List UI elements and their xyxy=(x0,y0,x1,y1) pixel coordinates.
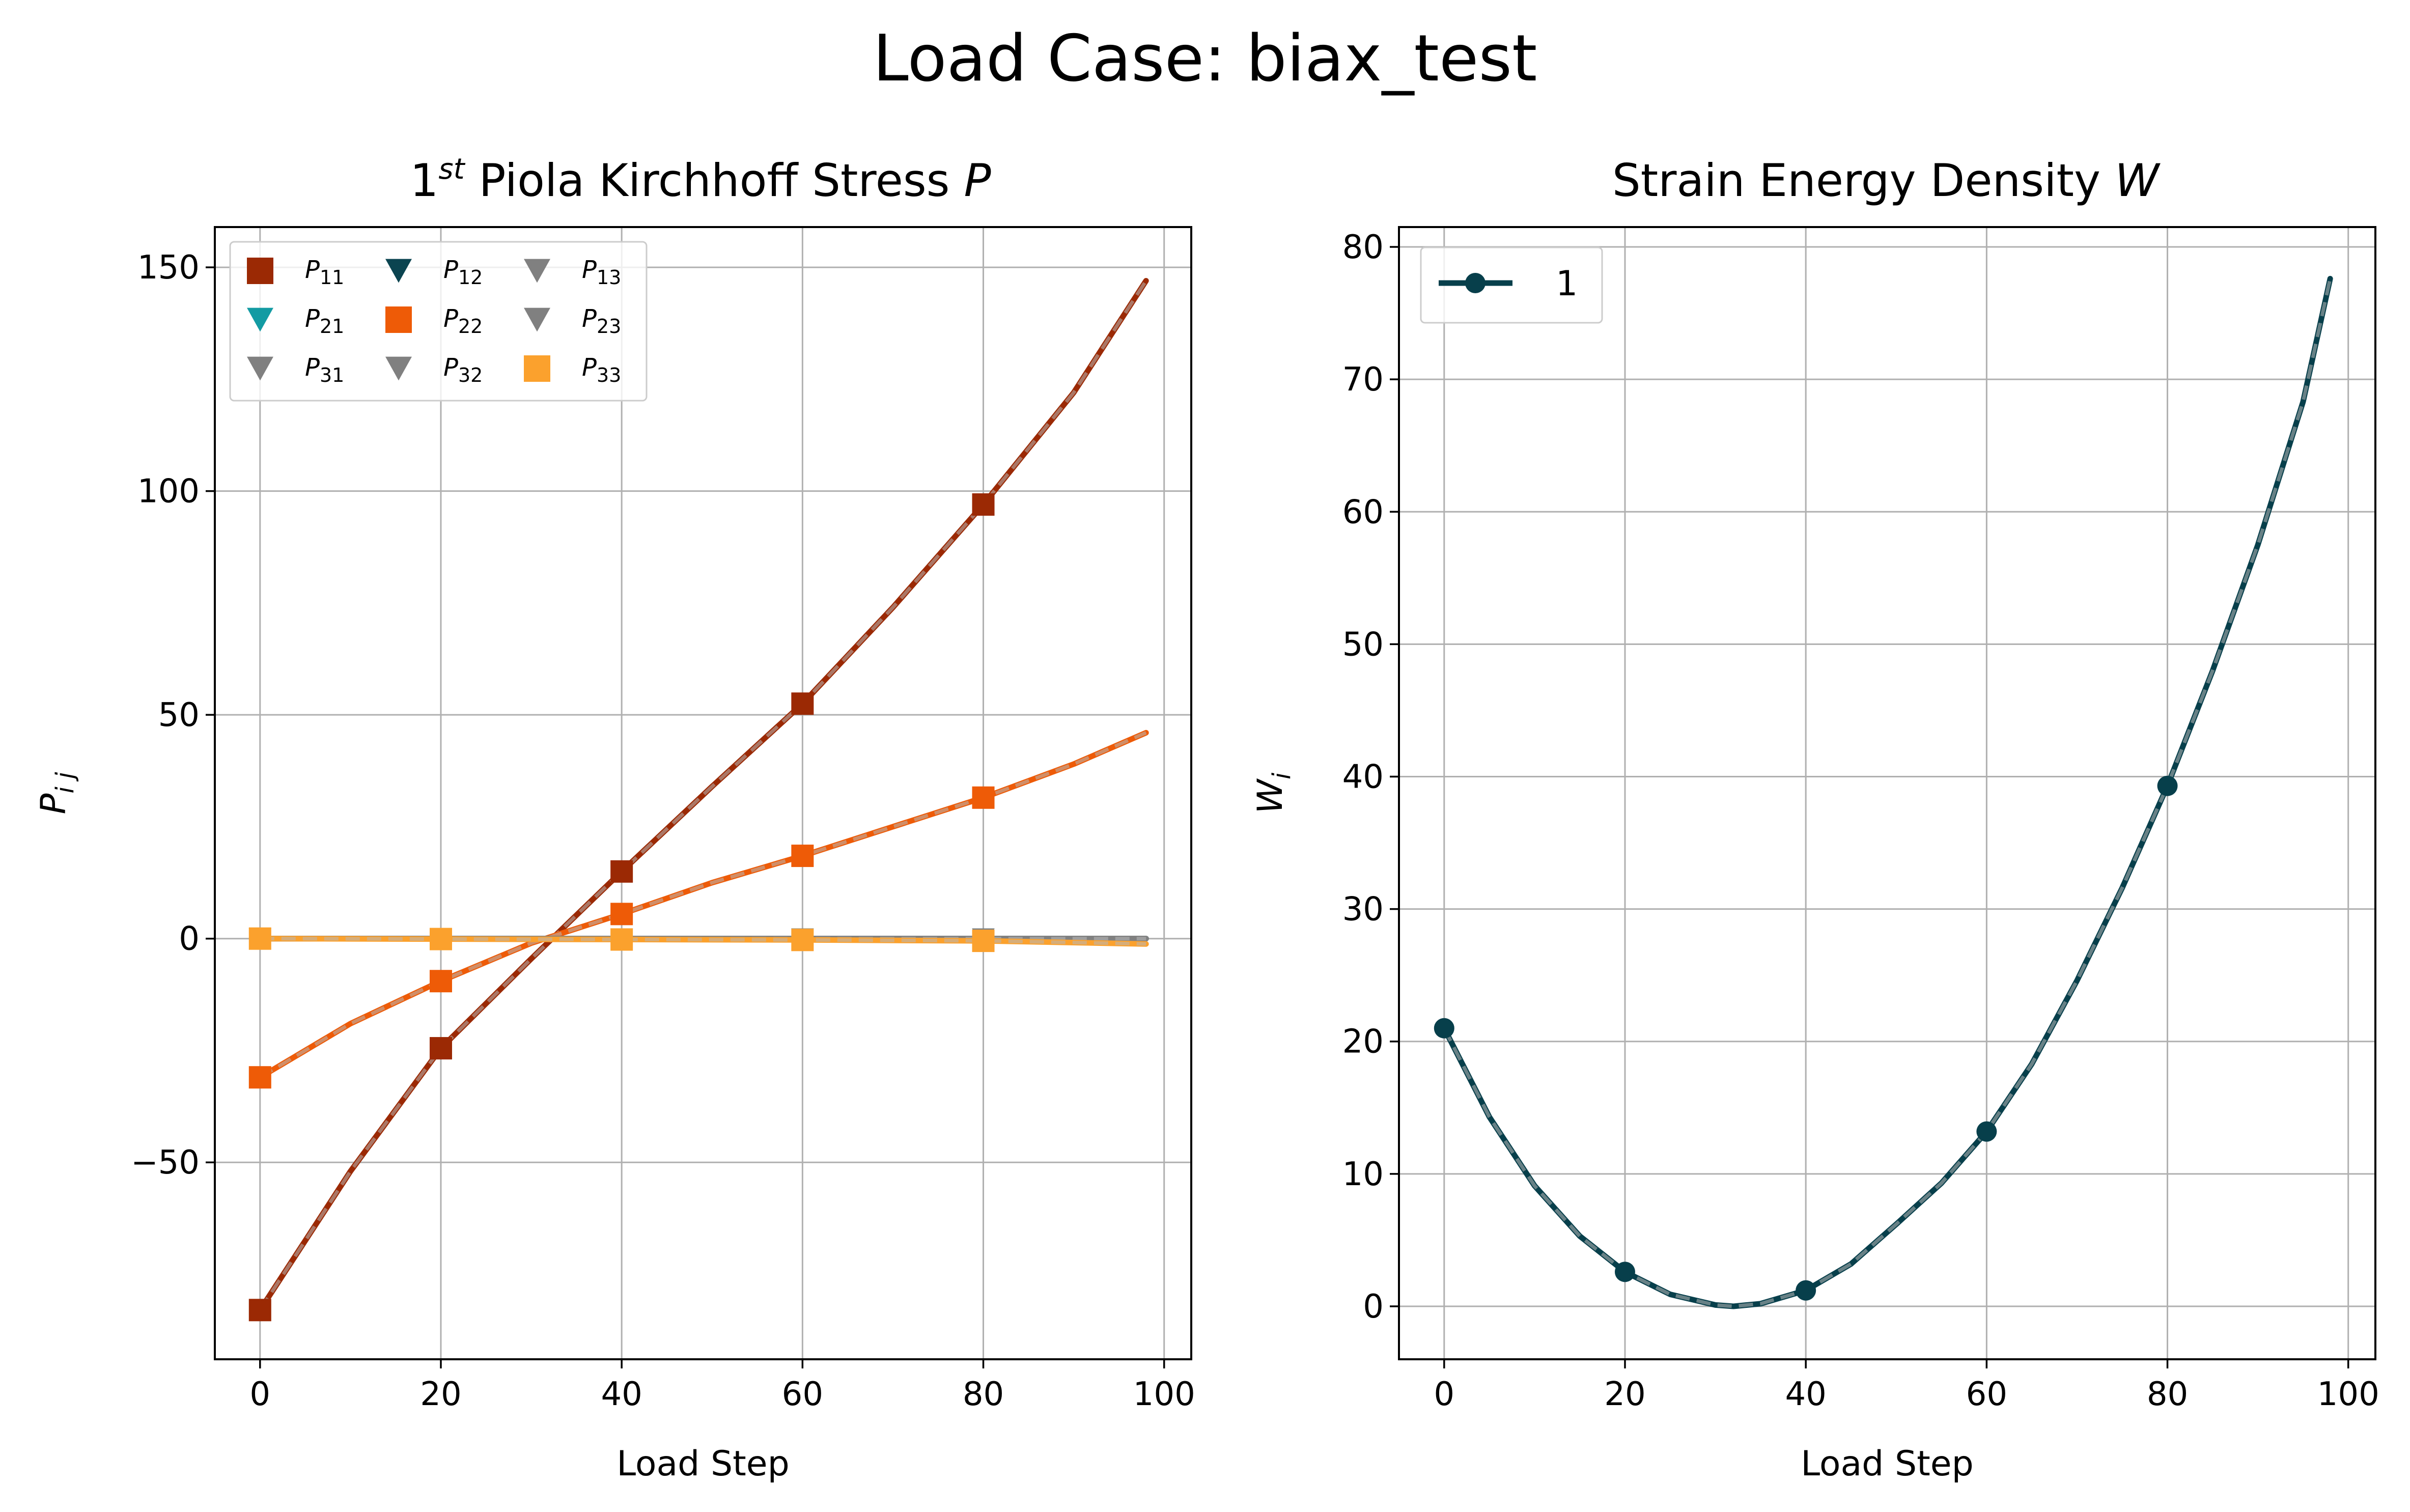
legend-marker-P11 xyxy=(247,258,273,284)
legend-label-P12: P12 xyxy=(443,256,483,289)
stress-series-layer xyxy=(248,278,1149,1322)
stress-xtick-label: 100 xyxy=(1133,1376,1195,1413)
stress-xtick-label: 0 xyxy=(249,1376,270,1413)
energy-xtick-label: 100 xyxy=(2317,1376,2379,1413)
legend-label-P32: P32 xyxy=(443,353,483,386)
energy-ytick-label: 30 xyxy=(1342,891,1384,929)
energy-xtick-label: 60 xyxy=(1966,1376,2007,1413)
stress-xtick-label: 40 xyxy=(601,1376,642,1413)
energy-ytick-label: 0 xyxy=(1363,1288,1384,1326)
stress-ylabel: Pi j xyxy=(34,772,79,815)
stress-ytick-label: −50 xyxy=(131,1144,200,1182)
energy-ticks: 0 20 40 60 80 100 0 10 20 30 40 50 60 70 80 xyxy=(1342,229,2379,1413)
legend-marker-P31 xyxy=(247,356,273,381)
series-overlay-P11 xyxy=(258,279,1148,1311)
series-marker-P22 xyxy=(429,970,452,993)
legend-label-W: 1 xyxy=(1556,264,1578,304)
legend-label-P21: P21 xyxy=(305,304,344,338)
series-marker-W xyxy=(2157,775,2178,796)
energy-xtick-label: 20 xyxy=(1604,1376,1645,1413)
series-marker-P22 xyxy=(248,1066,271,1089)
legend-label-P31: P31 xyxy=(305,353,344,386)
series-marker-P11 xyxy=(429,1037,452,1060)
energy-legend: 1 xyxy=(1420,246,1603,324)
series-marker-W xyxy=(1976,1121,1997,1142)
energy-legend-items: 1 xyxy=(1439,264,1578,304)
legend-label-P33: P33 xyxy=(582,353,621,386)
energy-ytick-label: 50 xyxy=(1342,626,1384,663)
series-marker-P33 xyxy=(248,927,271,950)
series-marker-P33 xyxy=(972,930,995,953)
series-marker-P33 xyxy=(791,929,814,951)
stress-title: 1st Piola Kirchhoff Stress P xyxy=(410,153,991,207)
energy-ytick-label: 20 xyxy=(1342,1023,1384,1061)
series-marker-P22 xyxy=(972,786,995,809)
legend-marker-P32 xyxy=(385,356,412,381)
series-marker-W xyxy=(1434,1018,1454,1039)
energy-ytick-label: 40 xyxy=(1342,758,1384,796)
series-marker-P11 xyxy=(791,692,814,715)
energy-xtick-label: 0 xyxy=(1434,1376,1454,1413)
legend-marker-P33 xyxy=(524,355,550,382)
figure-suptitle: Load Case: biax_test xyxy=(873,21,1537,96)
stress-plot-frame xyxy=(214,226,1192,1360)
stress-ytick-label: 100 xyxy=(137,473,200,511)
series-marker-P33 xyxy=(429,928,452,950)
series-marker-P11 xyxy=(248,1299,271,1322)
stress-ticks: 0 20 40 60 80 100 −50 0 50 100 150 xyxy=(131,249,1195,1413)
legend-marker-P13 xyxy=(524,259,550,283)
series-marker-P11 xyxy=(972,493,995,516)
series-overlay-P33 xyxy=(260,937,1146,946)
legend-marker-P23 xyxy=(524,307,550,332)
series-overlay-P22 xyxy=(259,731,1147,1079)
legend-marker-P21 xyxy=(247,307,273,332)
stress-legend-items: P11 P21 P31 P12 P22 P32 P13 P23 P33 xyxy=(247,256,621,386)
energy-ytick-label: 60 xyxy=(1342,493,1384,531)
series-marker-P33 xyxy=(610,928,633,951)
series-marker-W xyxy=(1614,1262,1635,1282)
energy-ylabel: Wi xyxy=(1250,772,1296,814)
series-marker-P22 xyxy=(791,845,814,867)
legend-label-P13: P13 xyxy=(582,256,621,289)
energy-ytick-label: 70 xyxy=(1342,361,1384,399)
legend-marker-P12 xyxy=(385,259,412,283)
legend-label-P22: P22 xyxy=(443,304,483,338)
stress-ytick-label: 150 xyxy=(137,249,200,287)
series-overlay-W xyxy=(1442,278,2332,1308)
energy-series-layer xyxy=(1434,275,2333,1309)
series-marker-P11 xyxy=(610,860,633,883)
legend-marker-P22 xyxy=(385,306,412,333)
legend-marker-W xyxy=(1465,273,1486,293)
stress-panel: 1st Piola Kirchhoff Stress P 0 20 40 60 80 10… xyxy=(34,153,1195,1484)
stress-xtick-label: 60 xyxy=(782,1376,823,1413)
energy-title: Strain Energy Density W xyxy=(1612,154,2161,207)
energy-plot-frame xyxy=(1398,226,2376,1360)
energy-xtick-label: 80 xyxy=(2147,1376,2188,1413)
energy-ytick-label: 80 xyxy=(1342,229,1384,266)
series-marker-P22 xyxy=(610,903,633,926)
stress-xtick-label: 80 xyxy=(963,1376,1004,1413)
legend-label-P23: P23 xyxy=(582,304,621,338)
energy-xlabel: Load Step xyxy=(1801,1444,1974,1484)
series-marker-W xyxy=(1796,1280,1816,1301)
stress-xlabel: Load Step xyxy=(616,1444,790,1484)
stress-ytick-label: 0 xyxy=(179,920,200,958)
energy-xtick-label: 40 xyxy=(1785,1376,1826,1413)
legend-label-P11: P11 xyxy=(305,256,344,289)
stress-legend: P11 P21 P31 P12 P22 P32 P13 P23 P33 xyxy=(229,241,648,402)
stress-ytick-label: 50 xyxy=(158,696,200,734)
energy-ytick-label: 10 xyxy=(1342,1156,1384,1193)
energy-panel: Strain Energy Density W 0 20 40 60 80 100 0 10 2… xyxy=(1250,154,2379,1484)
energy-gridlines xyxy=(1399,227,2375,1359)
stress-xtick-label: 20 xyxy=(420,1376,461,1413)
